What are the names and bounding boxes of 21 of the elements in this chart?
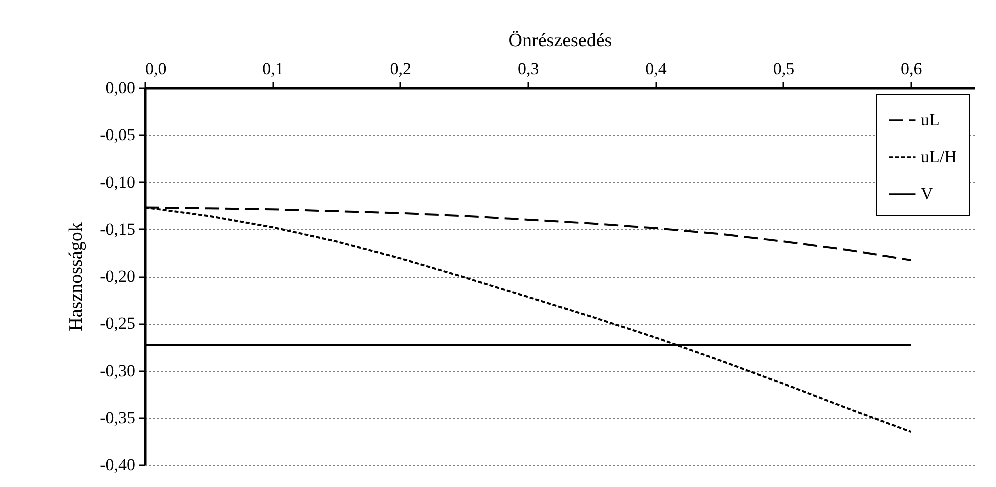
y-tick-label: -0,25 bbox=[100, 314, 136, 334]
y-tick-label: -0,35 bbox=[100, 408, 136, 428]
x-tick-label: 0,2 bbox=[390, 60, 412, 78]
x-axis-title: Önrészesedés bbox=[508, 30, 612, 52]
x-tick-label: 0,4 bbox=[646, 60, 668, 78]
x-tick-label: 0,5 bbox=[773, 60, 795, 78]
y-tick-label: -0,15 bbox=[100, 220, 136, 239]
x-tick-label: 0,3 bbox=[518, 60, 540, 78]
x-tick-label: 0,0 bbox=[146, 60, 167, 78]
y-tick-label: -0,30 bbox=[100, 361, 136, 380]
legend-label: V bbox=[921, 184, 934, 204]
legend-label: uL/H bbox=[921, 148, 957, 166]
x-tick-label: 0,1 bbox=[262, 60, 284, 78]
x-tick-label: 0,6 bbox=[901, 60, 922, 78]
y-axis-title: Hasznosságok bbox=[66, 222, 88, 332]
y-tick-label: 0,00 bbox=[106, 78, 136, 98]
y-tick-label: -0,05 bbox=[100, 126, 136, 145]
y-tick-label: -0,10 bbox=[100, 172, 136, 192]
y-tick-label: -0,40 bbox=[100, 456, 136, 474]
y-tick-label: -0,20 bbox=[100, 267, 136, 286]
legend-label: uL bbox=[921, 110, 940, 130]
